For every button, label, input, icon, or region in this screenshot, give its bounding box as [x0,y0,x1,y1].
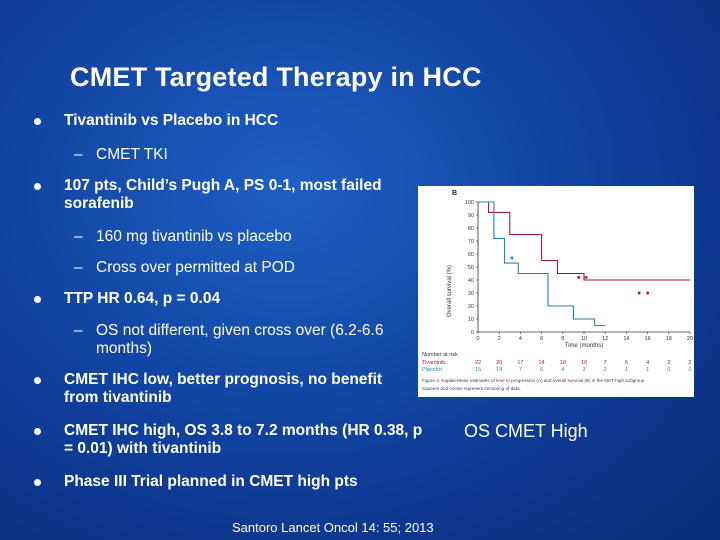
panel-label: B [452,190,457,197]
risk-value: 7 [604,360,607,366]
x-axis-label: Time (months) [565,343,603,349]
y-tick-label: 50 [468,265,474,271]
sub-bullet-text: Cross over permitted at POD [96,259,295,276]
sub-bullet-item: – 160 mg tivantinib vs placebo [74,228,414,246]
x-tick-label: 16 [645,336,651,342]
slide-title: CMET Targeted Therapy in HCC [70,62,482,92]
bullet-dot-icon [34,428,41,435]
sub-bullet-item: – Cross over permitted at POD [74,259,414,277]
x-tick-label: 18 [666,336,672,342]
risk-row-label-tivantinib: Tivantinib [422,360,445,366]
risk-value: 17 [517,360,523,366]
risk-value: 0 [688,367,691,373]
bullet-dot-icon [34,377,41,384]
x-tick-label: 6 [540,336,543,342]
figure-label: OS CMET High [464,421,588,441]
sub-bullet-text: 160 mg tivantinib vs placebo [96,228,292,245]
risk-value: 2 [667,360,670,366]
bullet-dot-icon [34,118,41,125]
risk-value: 10 [560,360,566,366]
risk-value: 2 [604,367,607,373]
x-tick-label: 10 [581,336,587,342]
risk-value: 14 [496,367,502,373]
bullet-item: Tivantinib vs Placebo in HCC [34,112,414,130]
bullet-text: CMET IHC low, better prognosis, no benef… [64,371,383,406]
risk-value: 1 [646,367,649,373]
y-tick-label: 40 [468,278,474,284]
km-chart-svg: B Overall survival (%) 01020304050607080… [422,190,693,391]
y-tick-label: 80 [468,226,474,232]
x-tick-label: 20 [687,336,693,342]
risk-value: 0 [667,367,670,373]
risk-value: 2 [688,360,691,366]
censor-mark [577,276,580,279]
risk-table-values: 22 20 17 14 10 10 7 6 4 2 215 14 7 6 4 3 2 1 1 0 0 [475,360,692,373]
bullet-dot-icon [34,296,41,303]
sub-bullet-item: – CMET TKI [74,146,414,164]
censor-mark [510,256,514,260]
y-tick-label: 60 [468,252,474,258]
risk-value: 15 [475,367,481,373]
censor-mark [584,276,588,279]
risk-value: 6 [540,367,543,373]
risk-value: 10 [581,360,587,366]
x-tick-label: 8 [561,336,564,342]
bullet-dot-icon [34,479,41,486]
sub-bullet-text: OS not different, given cross over (6.2-… [96,322,384,357]
risk-value: 6 [625,360,628,366]
bullet-item: CMET IHC high, OS 3.8 to 7.2 months (HR … [34,422,424,458]
risk-value: 20 [496,360,502,366]
bullet-dot-icon [34,183,41,190]
risk-value: 22 [475,360,481,366]
series-line-placebo [478,201,606,327]
y-tick-label: 30 [468,291,474,297]
sub-bullet-dash: – [74,259,83,276]
bullet-text: CMET IHC high, OS 3.8 to 7.2 months (HR … [64,422,423,457]
bullet-item: CMET IHC low, better prognosis, no benef… [34,371,404,407]
censor-mark [637,291,641,295]
risk-value: 14 [539,360,545,366]
figure-caption-2: Squares and circles represent censoring … [422,386,521,391]
bullet-text: Phase III Trial planned in CMET high pts [64,473,358,490]
y-tick-label: 10 [468,317,474,323]
x-tick-label: 12 [602,336,608,342]
censor-mark [646,291,649,295]
km-survival-figure: B Overall survival (%) 0 10 20 30 40 50 60 70 80… [418,186,694,397]
bullet-item: Phase III Trial planned in CMET high pts [34,473,434,491]
risk-value: 1 [625,367,628,373]
y-tick-label: 0 [471,330,474,336]
sub-bullet-dash: – [74,146,83,163]
x-tick-label: 2 [498,336,501,342]
series-line-tivantinib [478,201,690,281]
risk-table-header: Number at risk [422,352,458,358]
x-tick-label: 14 [623,336,629,342]
bullet-item: 107 pts, Child’s Pugh A, PS 0-1, most fa… [34,177,394,213]
sub-bullet-dash: – [74,322,83,339]
figure-caption: Figure 4: Kaplan-Meier estimates of time… [422,378,645,383]
x-tick-label: 4 [519,336,522,342]
y-tick-label: 20 [468,304,474,310]
y-axis-label: Overall survival (%) [447,265,453,317]
y-tick-label: 70 [468,239,474,245]
risk-value: 4 [561,367,564,373]
bullet-text: Tivantinib vs Placebo in HCC [64,112,279,129]
y-tick-label: 100 [465,200,474,206]
series-group [478,201,690,327]
citation: Santoro Lancet Oncol 14: 55; 2013 [232,520,434,535]
risk-value: 7 [519,367,522,373]
bullet-text: 107 pts, Child’s Pugh A, PS 0-1, most fa… [64,177,382,212]
y-tick-label: 90 [468,213,474,219]
risk-value: 4 [646,360,649,366]
x-tick-label: 0 [476,336,479,342]
sub-bullet-item: – OS not different, given cross over (6.… [74,322,404,358]
risk-value: 3 [582,367,585,373]
risk-row-label-placebo: Placebo [422,367,442,373]
bullet-text: TTP HR 0.64, p = 0.04 [64,290,221,307]
sub-bullet-text: CMET TKI [96,146,168,163]
sub-bullet-dash: – [74,228,83,245]
bullet-item: TTP HR 0.64, p = 0.04 [34,290,414,308]
x-ticks: 0 2 4 6 8 10 12 14 16 18 20 [476,332,693,342]
y-ticks: 0 10 20 30 40 50 60 70 80 90 100 [465,200,478,336]
